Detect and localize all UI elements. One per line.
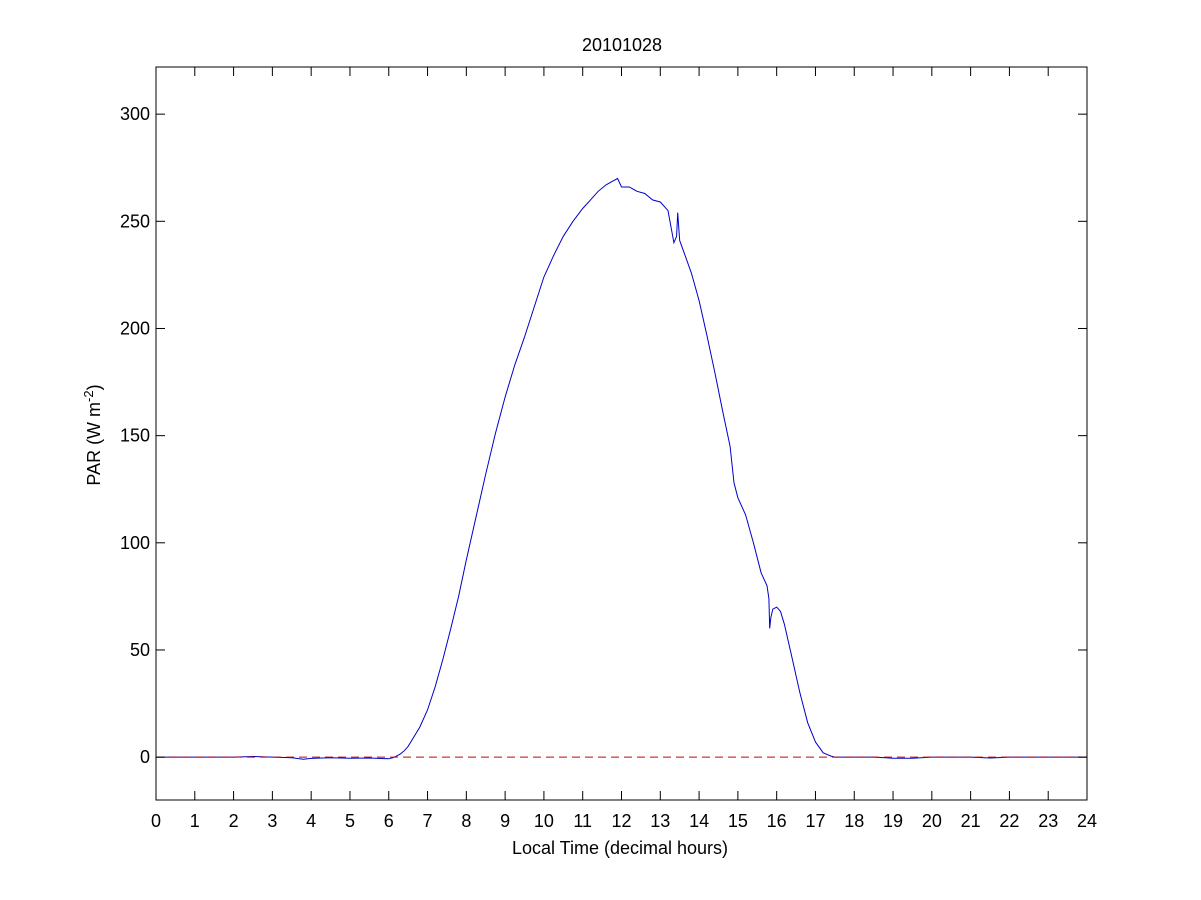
y-tick-label: 50 (130, 640, 150, 660)
x-tick-label: 8 (461, 811, 471, 831)
y-tick-label: 100 (120, 533, 150, 553)
y-axis-label-main: PAR (W m (84, 402, 104, 486)
x-tick-label: 5 (345, 811, 355, 831)
par-series-line (156, 177, 1087, 760)
x-tick-label: 20 (922, 811, 942, 831)
x-tick-label: 11 (573, 811, 592, 831)
x-tick-label: 0 (151, 811, 161, 831)
y-tick-label: 0 (140, 747, 150, 767)
plot-area: 0 1 2 3 4 5 6 7 8 9 10 11 12 13 14 15 16 17 18 19 20 21 22 23 24… (120, 66, 1097, 831)
x-axis-label: Local Time (decimal hours) (512, 838, 728, 858)
y-tick-label: 200 (120, 318, 150, 338)
x-tick-label: 15 (728, 811, 748, 831)
x-tick-label: 17 (805, 811, 825, 831)
x-tick-label: 12 (611, 811, 631, 831)
x-tick-label: 18 (844, 811, 864, 831)
x-tick-label: 4 (306, 811, 316, 831)
x-tick-label: 6 (384, 811, 394, 831)
chart-title: 20101028 (582, 35, 662, 55)
x-tick-label: 21 (961, 811, 981, 831)
x-tick-label: 2 (229, 811, 239, 831)
x-tick-label: 22 (999, 811, 1019, 831)
y-tick-label: 300 (120, 104, 150, 124)
y-tick-label: 250 (120, 211, 150, 231)
x-tick-label: 9 (500, 811, 510, 831)
y-tick-label: 150 (120, 426, 150, 446)
x-tick-label: 10 (534, 811, 554, 831)
y-axis-label-superscript: -2 (81, 390, 96, 402)
x-tick-label: 7 (423, 811, 433, 831)
x-tick-label: 1 (190, 811, 200, 831)
x-tick-label: 3 (267, 811, 277, 831)
y-axis-label-tail: ) (84, 384, 104, 390)
x-tick-label: 16 (767, 811, 787, 831)
x-tick-label: 24 (1077, 811, 1097, 831)
x-tick-label: 13 (650, 811, 670, 831)
x-tick-label: 19 (883, 811, 903, 831)
x-tick-label: 14 (689, 811, 709, 831)
y-axis-label: PAR (W m-2) (81, 384, 104, 485)
x-tick-label: 23 (1038, 811, 1058, 831)
